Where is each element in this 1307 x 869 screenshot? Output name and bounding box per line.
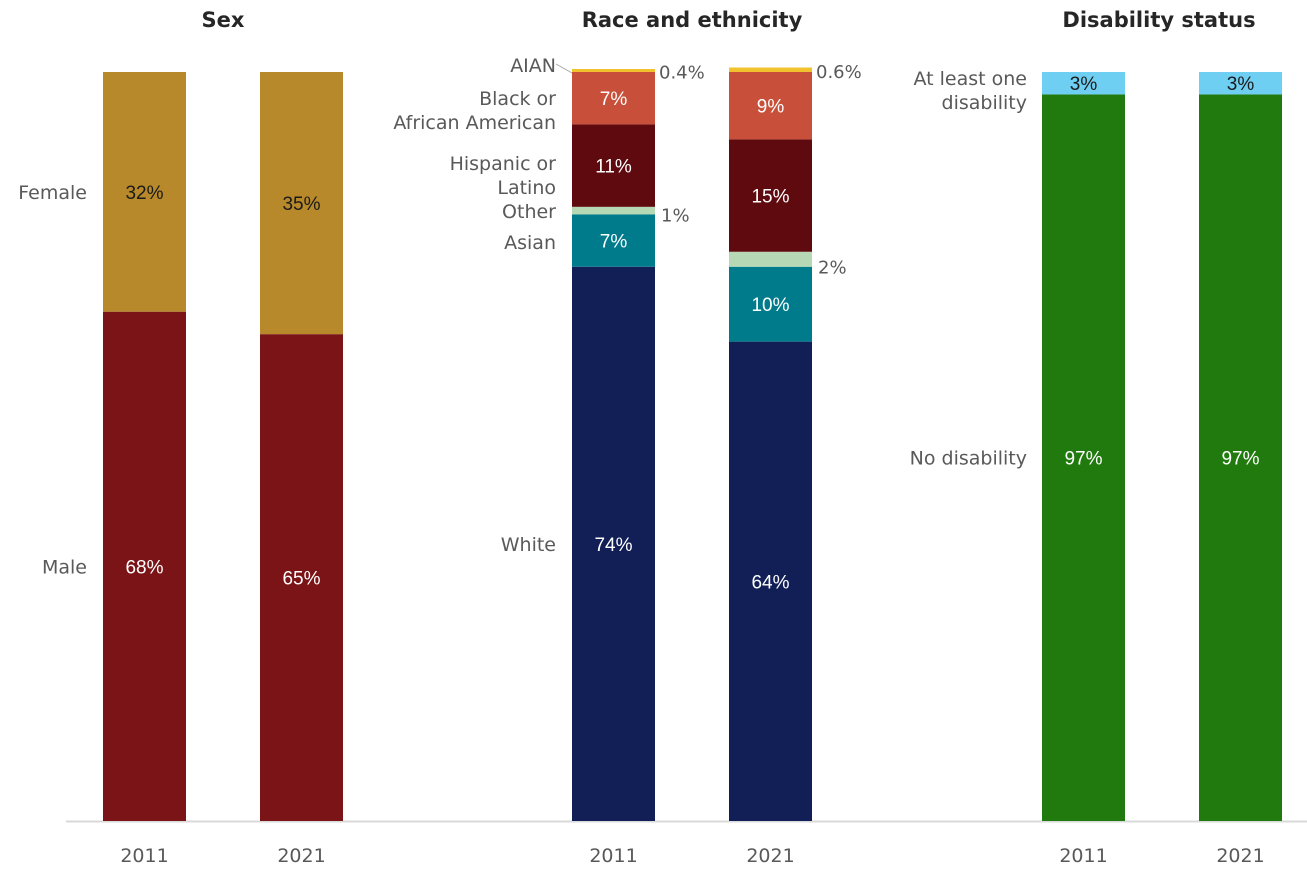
disability-status-category-label-at-least-one-disability: At least one disability xyxy=(913,68,1027,114)
disability-status-data-label-2011-no-disability: 97% xyxy=(1064,449,1102,470)
race-and-ethnicity-data-label-2021-black-or-african-american: 9% xyxy=(757,97,785,118)
disability-status-bar-2011-at-least-one-disability xyxy=(1042,72,1125,95)
disability-status-data-label-2021-no-disability: 97% xyxy=(1221,449,1259,470)
race-and-ethnicity-bar-2011-white xyxy=(572,266,655,821)
race-and-ethnicity-tick-2021: 2021 xyxy=(746,845,794,867)
sex-bar-2011-female xyxy=(103,72,186,312)
race-and-ethnicity-bar-2011-asian xyxy=(572,214,655,267)
race-and-ethnicity-data-label-2011-asian: 7% xyxy=(600,232,628,253)
race-and-ethnicity-data-label-2021-other: 2% xyxy=(818,257,847,278)
disability-status-data-label-2011-at-least-one-disability: 3% xyxy=(1070,74,1098,95)
disability-status-data-label-2021-at-least-one-disability: 3% xyxy=(1227,74,1255,95)
sex-bar-2021-male xyxy=(260,334,343,821)
race-and-ethnicity-category-label-white: White xyxy=(501,534,556,556)
disability-status-bar-2021-at-least-one-disability xyxy=(1199,72,1282,95)
sex-data-label-2021-female: 35% xyxy=(282,194,320,215)
sex-bar-2011-male xyxy=(103,311,186,821)
sex-panel-title: Sex xyxy=(202,8,245,32)
race-and-ethnicity-data-label-2021-white: 64% xyxy=(751,572,789,593)
sex-data-label-2011-male: 68% xyxy=(125,557,163,578)
sex-data-label-2011-female: 32% xyxy=(125,183,163,204)
disability-status-category-label-no-disability: No disability xyxy=(910,448,1027,470)
race-and-ethnicity-data-label-2021-hispanic-or-latino: 15% xyxy=(751,187,789,208)
disability-status-panel-title: Disability status xyxy=(1062,8,1255,32)
disability-status-bar-2021-no-disability xyxy=(1199,94,1282,822)
disability-status-bar-2011-no-disability xyxy=(1042,94,1125,822)
race-and-ethnicity-bar-2021-hispanic-or-latino xyxy=(729,139,812,252)
race-and-ethnicity-bar-2021-black-or-african-american xyxy=(729,72,812,140)
disability-status-tick-2011: 2011 xyxy=(1059,845,1107,867)
race-and-ethnicity-tick-2011: 2011 xyxy=(589,845,637,867)
race-and-ethnicity-data-label-2011-other: 1% xyxy=(661,206,690,227)
sex-tick-2011: 2011 xyxy=(120,845,168,867)
sex-bar-2021-female xyxy=(260,72,343,335)
race-and-ethnicity-category-label-other: Other xyxy=(502,201,556,223)
race-and-ethnicity-data-label-2011-black-or-african-american: 7% xyxy=(600,89,628,110)
sex-tick-2021: 2021 xyxy=(277,845,325,867)
sex-category-label-male: Male xyxy=(42,556,87,578)
race-and-ethnicity-bar-2021-asian xyxy=(729,266,812,342)
race-and-ethnicity-data-label-2011-hispanic-or-latino: 11% xyxy=(595,157,632,178)
race-and-ethnicity-data-label-2021-aian: 0.6% xyxy=(816,62,862,83)
race-and-ethnicity-bar-2011-black-or-african-american xyxy=(572,72,655,125)
aian-leader-line xyxy=(555,63,573,74)
race-and-ethnicity-bar-2011-hispanic-or-latino xyxy=(572,124,655,207)
sex-category-label-female: Female xyxy=(18,182,87,204)
race-and-ethnicity-category-label-aian: AIAN xyxy=(510,55,556,77)
race-and-ethnicity-category-label-hispanic-or-latino: Hispanic or Latino xyxy=(450,153,557,199)
disability-status-tick-2021: 2021 xyxy=(1216,845,1264,867)
race-and-ethnicity-bar-2021-aian xyxy=(729,67,812,72)
race-and-ethnicity-bar-2021-other xyxy=(729,251,812,267)
race-and-ethnicity-bar-2011-aian xyxy=(572,69,655,72)
race-and-ethnicity-data-label-2021-asian: 10% xyxy=(751,295,789,316)
race-and-ethnicity-category-label-black-or-african-american: Black or African American xyxy=(393,88,556,134)
sex-data-label-2021-male: 65% xyxy=(282,569,320,590)
race-and-ethnicity-category-label-asian: Asian xyxy=(504,232,556,254)
race-and-ethnicity-data-label-2011-aian: 0.4% xyxy=(659,63,705,84)
race-and-ethnicity-data-label-2011-white: 74% xyxy=(594,535,632,556)
race-and-ethnicity-bar-2021-white xyxy=(729,341,812,821)
race-and-ethnicity-panel-title: Race and ethnicity xyxy=(582,8,803,32)
race-and-ethnicity-bar-2011-other xyxy=(572,206,655,215)
